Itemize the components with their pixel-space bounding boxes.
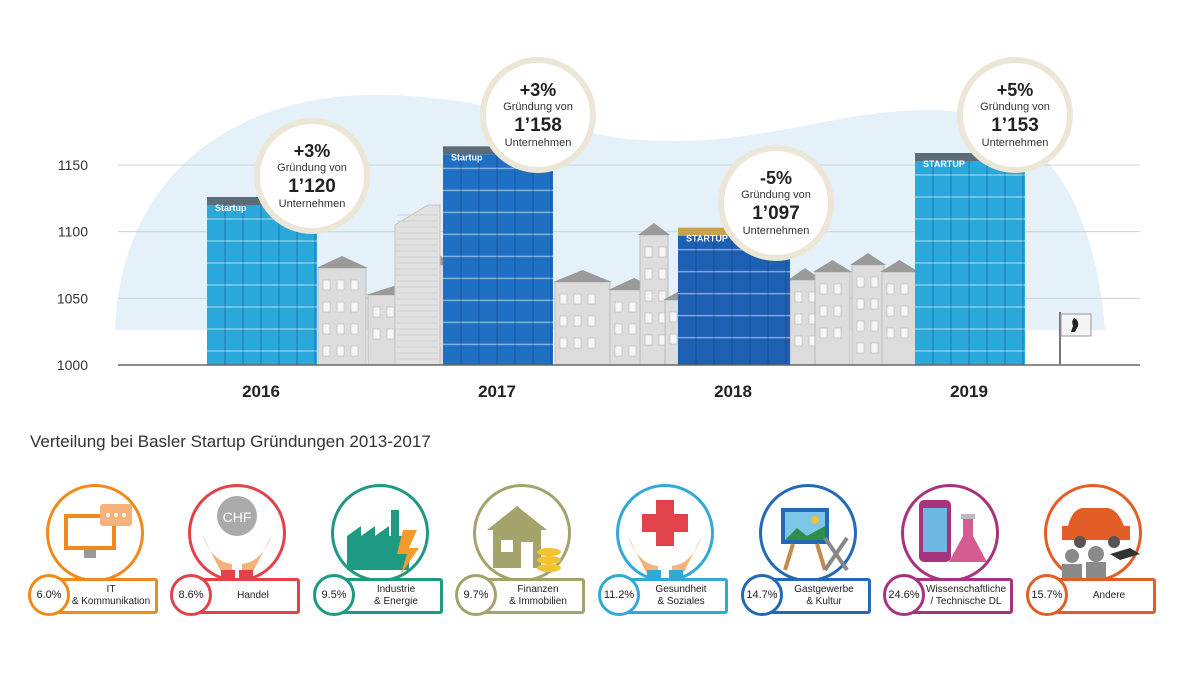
- house: [553, 270, 612, 366]
- startup-bar-chart: 1000 1050 1100 1150 Startup Startup STARTUP ST…: [57, 94, 1140, 401]
- category-7: Wissenschaftliche / Technische DL 24.6%: [879, 478, 1019, 628]
- bar-2019: STARTUP: [915, 153, 1025, 365]
- y-tick-label: 1150: [58, 157, 88, 173]
- category-6: Gastgewerbe & Kultur 14.7%: [737, 478, 877, 628]
- house-coins-icon: [487, 506, 561, 572]
- value-label: 1’153: [991, 115, 1039, 137]
- building-sign: Startup: [451, 152, 483, 162]
- caption-label: Unternehmen: [504, 137, 572, 150]
- factory-icon: [347, 510, 419, 574]
- easel-cutlery-icon: [781, 508, 849, 572]
- category-share: 9.7%: [455, 574, 497, 616]
- category-share: 14.7%: [741, 574, 783, 616]
- building-sign: Startup: [215, 203, 247, 213]
- x-tick-label: 2019: [950, 382, 988, 401]
- cross-hands-icon: [628, 500, 702, 578]
- caption-label: Unternehmen: [742, 225, 810, 238]
- category-share: 6.0%: [28, 574, 70, 616]
- phone-flask-icon: [919, 500, 987, 562]
- svg-text:CHF: CHF: [223, 509, 252, 525]
- bars: Startup Startup STARTUP STARTUP: [207, 146, 1025, 365]
- category-8: Andere 15.7%: [1022, 478, 1162, 628]
- tower: [394, 204, 441, 366]
- house: [850, 253, 886, 366]
- y-tick-label: 1100: [58, 224, 88, 240]
- bar-2017: Startup: [443, 146, 553, 365]
- distribution-title: Verteilung bei Basler Startup Gründungen…: [30, 432, 431, 451]
- category-label: Finanzen & Immobilien: [475, 578, 585, 614]
- category-3: Industrie & Energie 9.5%: [309, 478, 449, 628]
- category-share: 9.5%: [313, 574, 355, 616]
- y-axis-labels: 1000 1050 1100 1150: [57, 157, 88, 373]
- bar-2016: Startup: [207, 197, 317, 365]
- value-label: 1’158: [514, 115, 562, 137]
- building-sign: STARTUP: [686, 234, 728, 244]
- caption-label: Gründung von: [980, 100, 1050, 113]
- category-2: CHF Handel 8.6%: [166, 478, 306, 628]
- monitor-icon: [64, 504, 132, 558]
- building-sign: STARTUP: [923, 159, 965, 169]
- y-tick-label: 1050: [57, 290, 88, 306]
- annotation-bubble: +3% Gründung von 1’158 Unternehmen: [480, 57, 596, 173]
- house: [316, 256, 368, 366]
- annotation-bubble: +3% Gründung von 1’120 Unternehmen: [254, 118, 370, 234]
- caption-label: Unternehmen: [981, 137, 1049, 150]
- category-share: 11.2%: [598, 574, 640, 616]
- change-label: -5%: [759, 168, 792, 189]
- x-tick-label: 2018: [714, 382, 752, 401]
- value-label: 1’120: [288, 176, 336, 198]
- caption-label: Gründung von: [741, 188, 811, 201]
- change-label: +3%: [519, 80, 557, 101]
- caption-label: Gründung von: [277, 161, 347, 174]
- category-ring: [188, 484, 286, 582]
- x-axis-labels: 2016 2017 2018 2019: [242, 382, 988, 401]
- house: [813, 260, 852, 366]
- value-label: 1’097: [752, 203, 800, 225]
- car-people-icon: [1062, 508, 1140, 578]
- category-4: Finanzen & Immobilien 9.7%: [451, 478, 591, 628]
- category-1: IT & Kommunikation 6.0%: [24, 478, 164, 628]
- x-tick-label: 2017: [478, 382, 516, 401]
- category-share: 8.6%: [170, 574, 212, 616]
- x-tick-label: 2016: [242, 382, 280, 401]
- change-label: +5%: [996, 80, 1034, 101]
- change-label: +3%: [293, 141, 331, 162]
- category-share: 15.7%: [1026, 574, 1068, 616]
- chf-coin-hands-icon: CHF: [202, 496, 272, 578]
- house: [880, 260, 919, 366]
- basel-flag-icon: [1059, 312, 1092, 365]
- caption-label: Unternehmen: [278, 198, 346, 211]
- annotation-bubble: -5% Gründung von 1’097 Unternehmen: [718, 145, 834, 261]
- y-tick-label: 1000: [57, 357, 88, 373]
- annotation-bubble: +5% Gründung von 1’153 Unternehmen: [957, 57, 1073, 173]
- caption-label: Gründung von: [503, 100, 573, 113]
- category-share: 24.6%: [883, 574, 925, 616]
- category-5: Gesundheit & Soziales 11.2%: [594, 478, 734, 628]
